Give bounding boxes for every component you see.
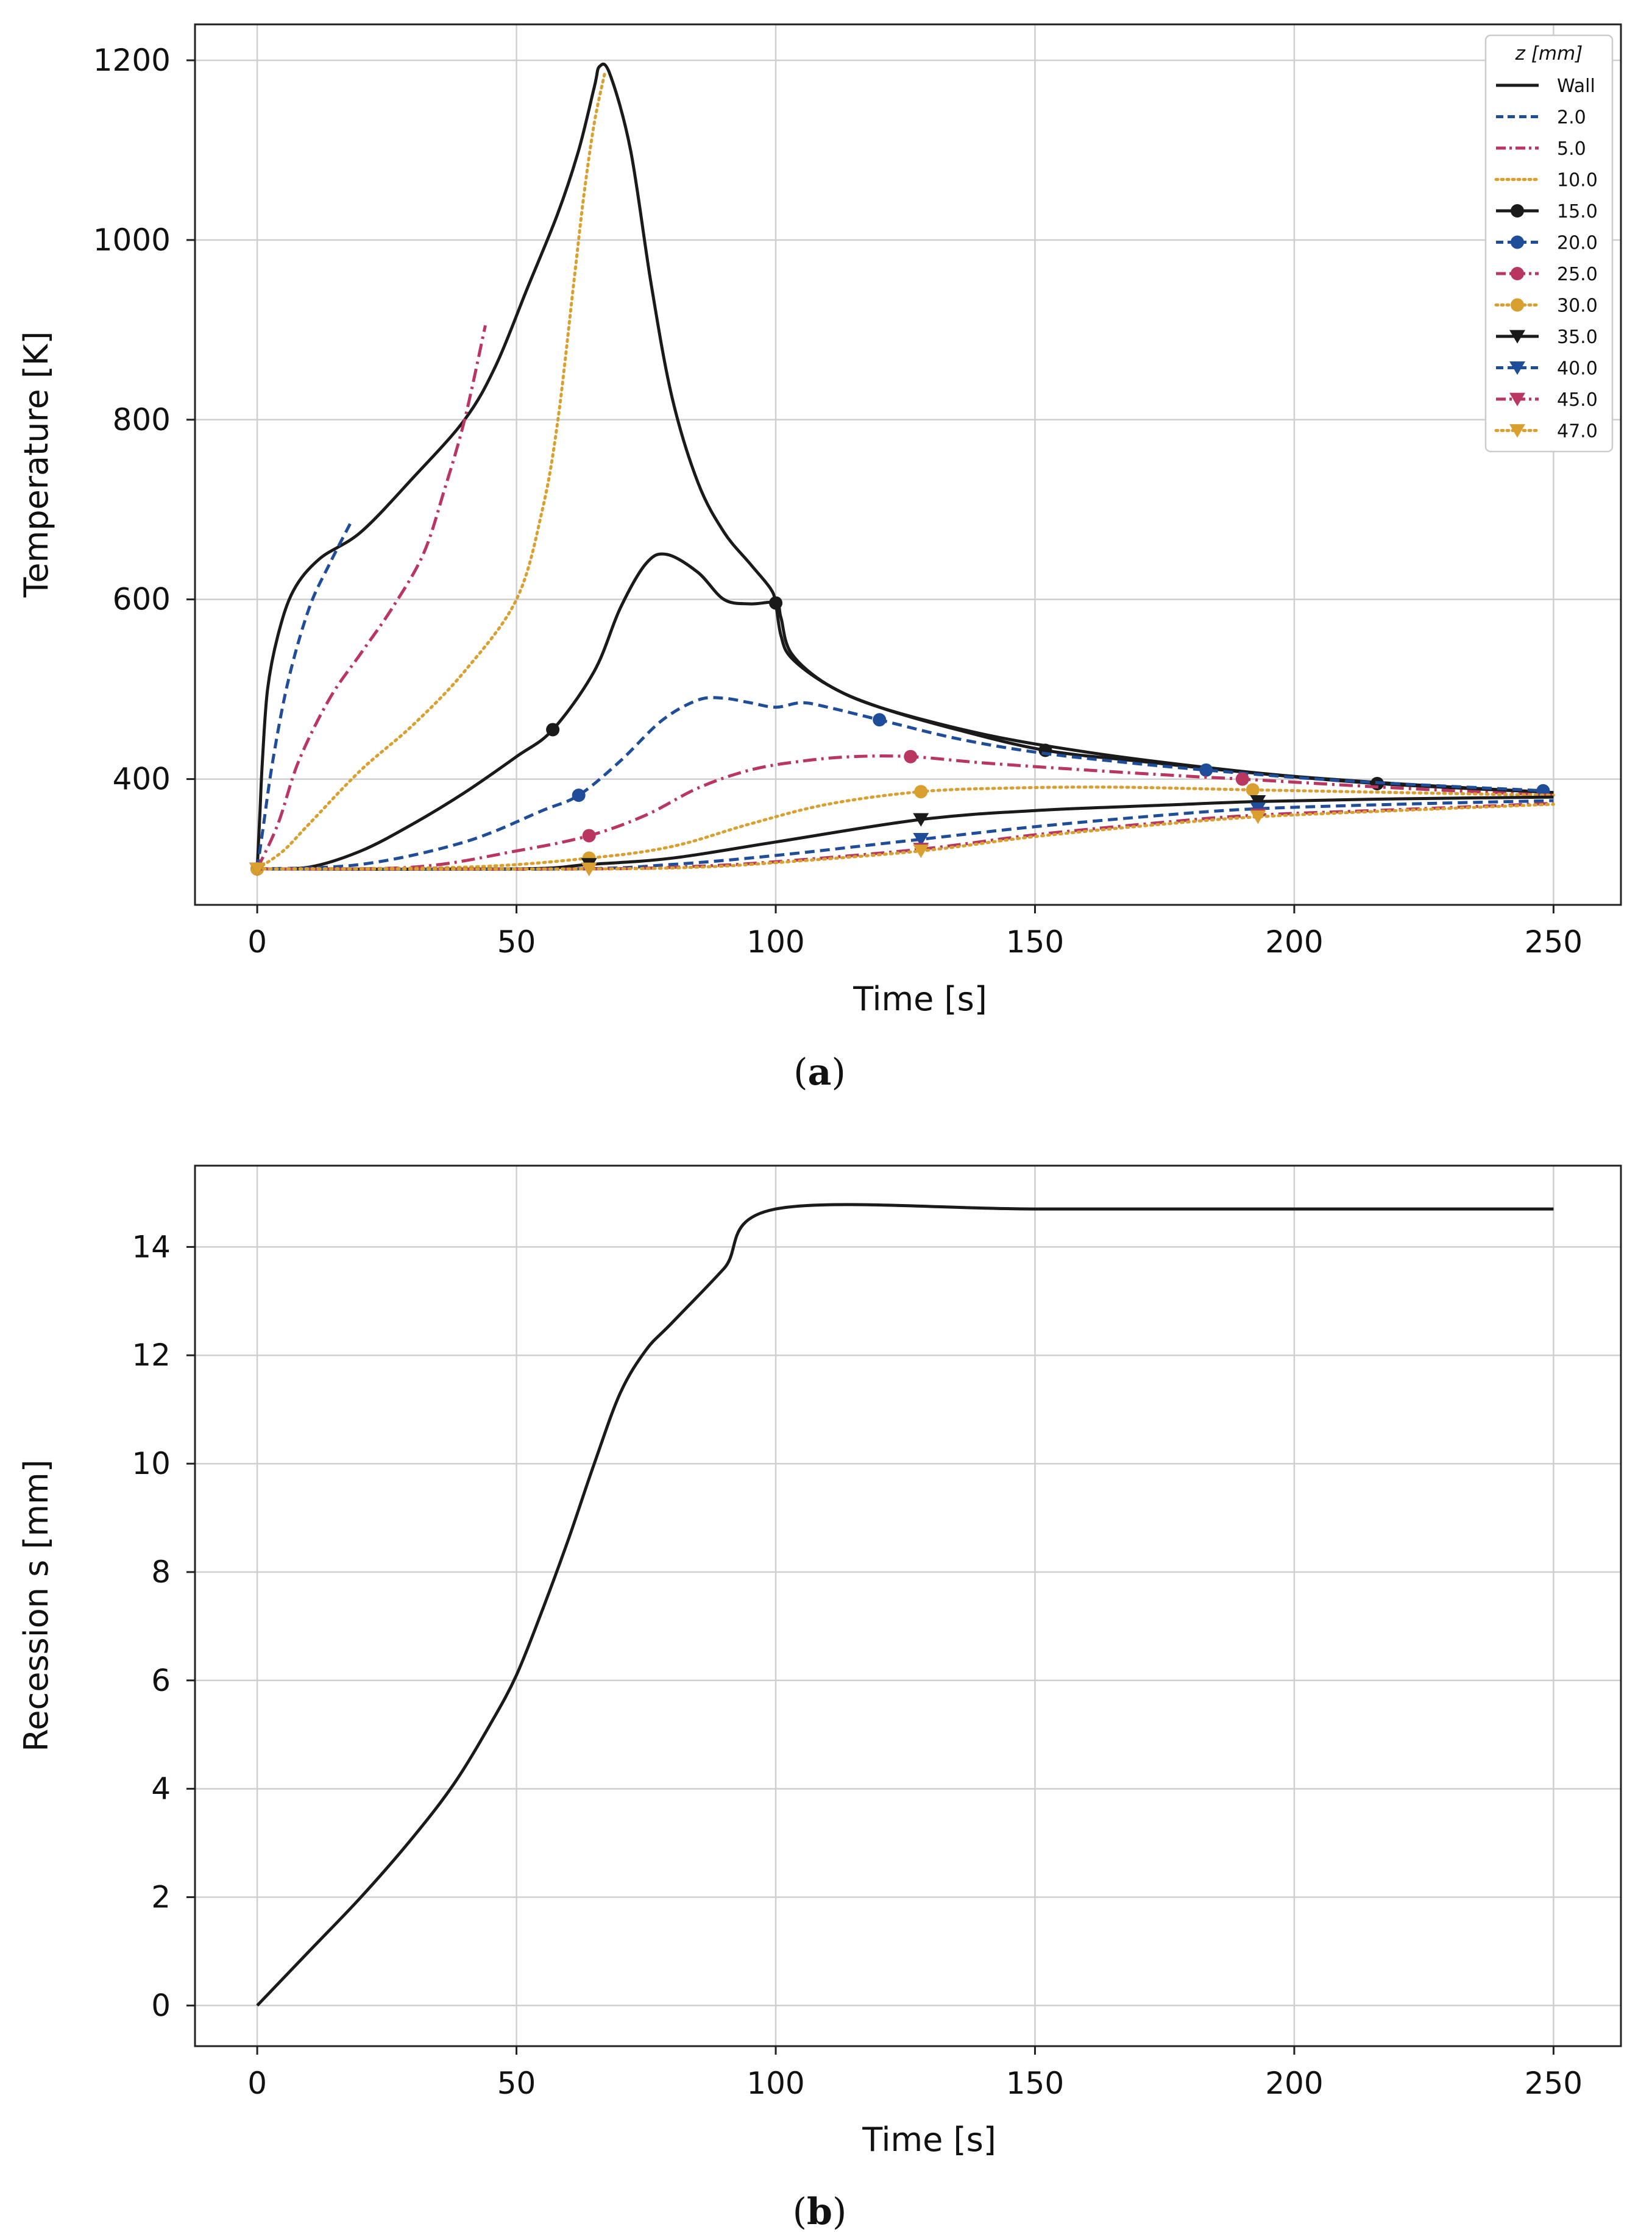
a-ytick-label-400: 400 xyxy=(113,762,171,797)
a-series-line-15-0 xyxy=(257,552,1554,871)
a-series-line-30-0 xyxy=(255,785,1555,871)
a-ytick-label-600: 600 xyxy=(113,582,171,617)
a-series-line-10-0 xyxy=(255,72,606,871)
legend-marker-20-0 xyxy=(1511,235,1524,249)
legend-items: Wall 2.0 5.0 10.0 15.0 20.0 25.0 30.0 35.0 40.0 45… xyxy=(1494,76,1598,442)
a-ytick-label-1000: 1000 xyxy=(93,222,171,258)
b-xtick-label-0: 0 xyxy=(247,2066,267,2101)
a-marker-47-0-3 xyxy=(1250,810,1266,824)
panel-a-caption: (a) xyxy=(793,1051,846,1094)
b-xtick-label-50: 50 xyxy=(497,2066,536,2101)
a-marker-25-0-3 xyxy=(1235,772,1249,786)
legend: z [mm] Wall 2.0 5.0 10.0 15.0 20.0 25.0 30.0 35.… xyxy=(1484,34,1614,453)
a-xtick-label-150: 150 xyxy=(1006,924,1064,960)
a-marker-47-0-1 xyxy=(581,862,597,876)
legend-marker-25-0 xyxy=(1511,267,1524,280)
legend-marker-45-0 xyxy=(1509,392,1525,406)
b-ytick-label-2: 2 xyxy=(151,1879,171,1915)
legend-label-5-0: 5.0 xyxy=(1557,138,1586,160)
a-marker-20-0-2 xyxy=(873,713,887,727)
legend-label-30-0: 30.0 xyxy=(1557,296,1598,317)
b-ytick-label-10: 10 xyxy=(132,1446,171,1481)
panel-b-grid xyxy=(195,1166,1621,2046)
b-ytick-label-8: 8 xyxy=(151,1554,171,1590)
legend-marker-40-0 xyxy=(1509,361,1525,375)
a-marker-47-0-2 xyxy=(913,845,929,859)
legend-label-20-0: 20.0 xyxy=(1557,233,1598,254)
panel-a-caption-letter: a xyxy=(808,1051,832,1094)
panel-a-frame xyxy=(194,23,1622,906)
a-xtick-label-50: 50 xyxy=(497,924,536,960)
legend-frame xyxy=(1484,34,1614,453)
a-marker-15-0-2 xyxy=(769,596,783,610)
panel-a-xlabel: Time [s] xyxy=(853,980,987,1018)
a-xtick-label-100: 100 xyxy=(746,924,804,960)
a-marker-40-0-2 xyxy=(913,832,929,847)
a-series-line-20-0 xyxy=(257,696,1544,871)
a-marker-15-0-1 xyxy=(546,723,560,737)
legend-marker-35-0 xyxy=(1509,330,1525,344)
a-ytick-label-1200: 1200 xyxy=(93,43,171,78)
legend-label-15-0: 15.0 xyxy=(1557,201,1598,222)
a-series-line-35-0 xyxy=(257,795,1554,871)
panel-a-ticks: 0 50 100 150 200 250 400 600 800 1000 1200 xyxy=(93,43,1583,960)
a-marker-47-0-0 xyxy=(249,862,266,876)
a-xtick-label-250: 250 xyxy=(1525,924,1583,960)
b-series-line-recession xyxy=(256,1203,1554,2007)
panel-a-ylabel: Temperature [K] xyxy=(17,331,55,598)
b-ytick-label-12: 12 xyxy=(132,1337,171,1373)
legend-label-35-0: 35.0 xyxy=(1557,327,1598,348)
b-xtick-label-100: 100 xyxy=(746,2066,804,2101)
a-series-line-2-0 xyxy=(255,522,352,870)
b-xtick-label-150: 150 xyxy=(1006,2066,1064,2101)
a-series-line-47-0 xyxy=(255,802,1555,871)
a-marker-25-0-2 xyxy=(904,749,918,763)
a-marker-30-0-2 xyxy=(914,785,928,799)
b-xtick-label-200: 200 xyxy=(1265,2066,1323,2101)
panel-a-grid xyxy=(195,24,1621,905)
panel-a-temperature-chart: 0 50 100 150 200 250 400 600 800 1000 1200 Time [s… xyxy=(17,23,1622,1094)
legend-label-2-0: 2.0 xyxy=(1557,107,1586,129)
a-ytick-label-800: 800 xyxy=(113,402,171,438)
panel-b-series xyxy=(256,1203,1554,2007)
a-marker-30-0-3 xyxy=(1246,783,1260,797)
a-marker-20-0-3 xyxy=(1199,763,1213,777)
a-series-line-5-0 xyxy=(255,325,487,870)
b-ytick-label-6: 6 xyxy=(151,1663,171,1698)
b-ytick-label-0: 0 xyxy=(151,1988,171,2023)
a-series-line-40-0 xyxy=(257,799,1554,871)
a-marker-20-0-1 xyxy=(572,788,586,802)
a-series-line-45-0 xyxy=(257,801,1554,871)
legend-marker-30-0 xyxy=(1511,298,1524,312)
a-xtick-label-0: 0 xyxy=(247,924,267,960)
panel-b-xlabel: Time [s] xyxy=(862,2120,996,2159)
panel-b-ylabel: Recession s [mm] xyxy=(17,1459,55,1752)
legend-marker-15-0 xyxy=(1511,204,1524,218)
legend-label-10-0: 10.0 xyxy=(1557,170,1598,191)
a-marker-25-0-1 xyxy=(582,829,596,843)
legend-label-wall: Wall xyxy=(1557,76,1595,97)
a-marker-35-0-2 xyxy=(913,813,929,827)
panel-b-caption: (b) xyxy=(793,2191,847,2232)
b-ytick-label-4: 4 xyxy=(151,1771,171,1807)
legend-label-25-0: 25.0 xyxy=(1557,264,1598,285)
panel-b-recession-chart: 0 50 100 150 200 250 0 2 4 6 8 10 12 14 Time [s] Rece… xyxy=(17,1164,1622,2232)
legend-label-47-0: 47.0 xyxy=(1557,421,1598,442)
panel-b-frame xyxy=(194,1164,1622,2047)
a-xtick-label-200: 200 xyxy=(1265,924,1323,960)
panel-b-ticks: 0 50 100 150 200 250 0 2 4 6 8 10 12 14 xyxy=(132,1229,1583,2101)
panel-a-series xyxy=(249,62,1555,876)
a-marker-35-0-3 xyxy=(1250,795,1266,809)
b-xtick-label-250: 250 xyxy=(1525,2066,1583,2101)
panel-b-caption-letter: b xyxy=(807,2191,832,2232)
legend-label-45-0: 45.0 xyxy=(1557,389,1598,411)
legend-label-40-0: 40.0 xyxy=(1557,358,1598,380)
legend-title: z [mm] xyxy=(1515,43,1583,65)
legend-marker-47-0 xyxy=(1509,424,1525,438)
b-ytick-label-14: 14 xyxy=(132,1229,171,1264)
a-series-line-wall xyxy=(255,62,1554,870)
